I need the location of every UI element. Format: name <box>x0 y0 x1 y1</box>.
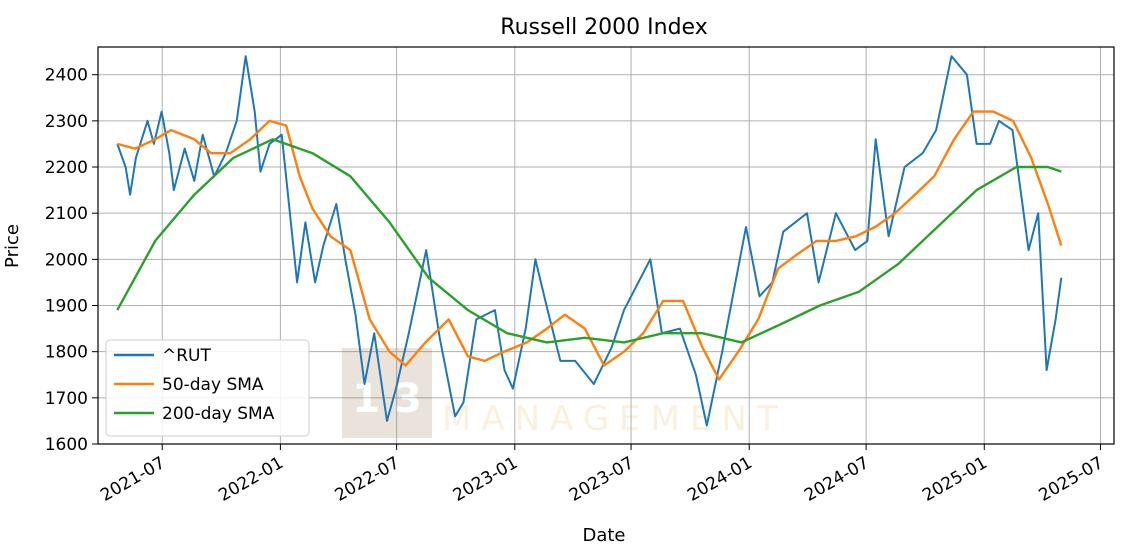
legend-label: ^RUT <box>162 346 211 366</box>
watermark-wordmark: MANAGEMENT <box>442 399 788 439</box>
y-tick-label: 2200 <box>45 158 88 178</box>
legend-box <box>105 339 310 437</box>
x-tick-label: 2021-07 <box>97 453 169 506</box>
legend-label: 50-day SMA <box>162 375 264 395</box>
y-axis-label: Price <box>2 224 23 268</box>
watermark-logo-box <box>342 348 432 438</box>
y-tick-label: 2000 <box>45 250 88 270</box>
x-tick-label: 2025-07 <box>1035 453 1107 506</box>
series-group <box>116 55 1063 427</box>
plot-frame <box>97 46 1115 445</box>
x-tick-label: 2022-07 <box>332 453 404 506</box>
x-tick-label: 2024-07 <box>801 453 873 506</box>
legend: ^RUT 50-day SMA 200-day SMA <box>105 339 310 437</box>
x-axis-label: Date <box>582 525 625 546</box>
y-tick-label: 1900 <box>45 297 88 317</box>
series-line-3 <box>116 138 1062 344</box>
legend-label: 200-day SMA <box>162 404 275 424</box>
y-tick-label: 1600 <box>45 435 88 455</box>
x-tick-label: 2023-07 <box>566 453 638 506</box>
x-tick-label: 2024-01 <box>684 453 756 506</box>
y-tick-label: 2400 <box>45 66 88 86</box>
x-axis-ticks: 2021-07 2022-01 2022-07 2023-01 2023-07 2024-… <box>97 444 1107 506</box>
series-line-1 <box>116 55 1063 427</box>
y-axis-ticks: 1600 1700 1800 1900 2000 2100 2200 2300 2400 <box>45 66 98 455</box>
y-tick-label: 2100 <box>45 204 88 224</box>
series-line-2 <box>116 110 1063 381</box>
y-tick-label: 1700 <box>45 389 88 409</box>
grid <box>98 47 1114 445</box>
x-tick-label: 2025-01 <box>919 453 991 506</box>
chart-title: Russell 2000 Index <box>500 15 707 40</box>
x-tick-label: 2022-01 <box>215 453 287 506</box>
x-tick-label: 2023-01 <box>450 453 522 506</box>
y-tick-label: 2300 <box>45 112 88 132</box>
y-tick-label: 1800 <box>45 343 88 363</box>
